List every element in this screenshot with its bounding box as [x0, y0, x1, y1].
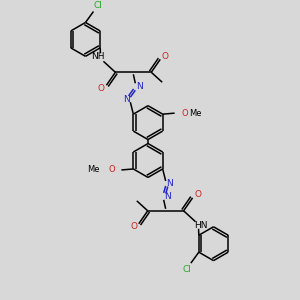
- Text: O: O: [162, 52, 169, 61]
- Text: O: O: [130, 222, 137, 231]
- Text: O: O: [181, 109, 188, 118]
- Text: O: O: [194, 190, 201, 200]
- Text: N: N: [164, 192, 171, 201]
- Text: NH: NH: [91, 52, 104, 61]
- Text: HN: HN: [194, 221, 207, 230]
- Text: Cl: Cl: [182, 265, 191, 274]
- Text: Me: Me: [87, 166, 100, 175]
- Text: Cl: Cl: [93, 1, 102, 10]
- Text: N: N: [136, 82, 143, 91]
- Text: Me: Me: [190, 109, 202, 118]
- Text: O: O: [108, 166, 115, 175]
- Text: N: N: [166, 179, 173, 188]
- Text: O: O: [98, 84, 105, 93]
- Text: N: N: [123, 95, 130, 104]
